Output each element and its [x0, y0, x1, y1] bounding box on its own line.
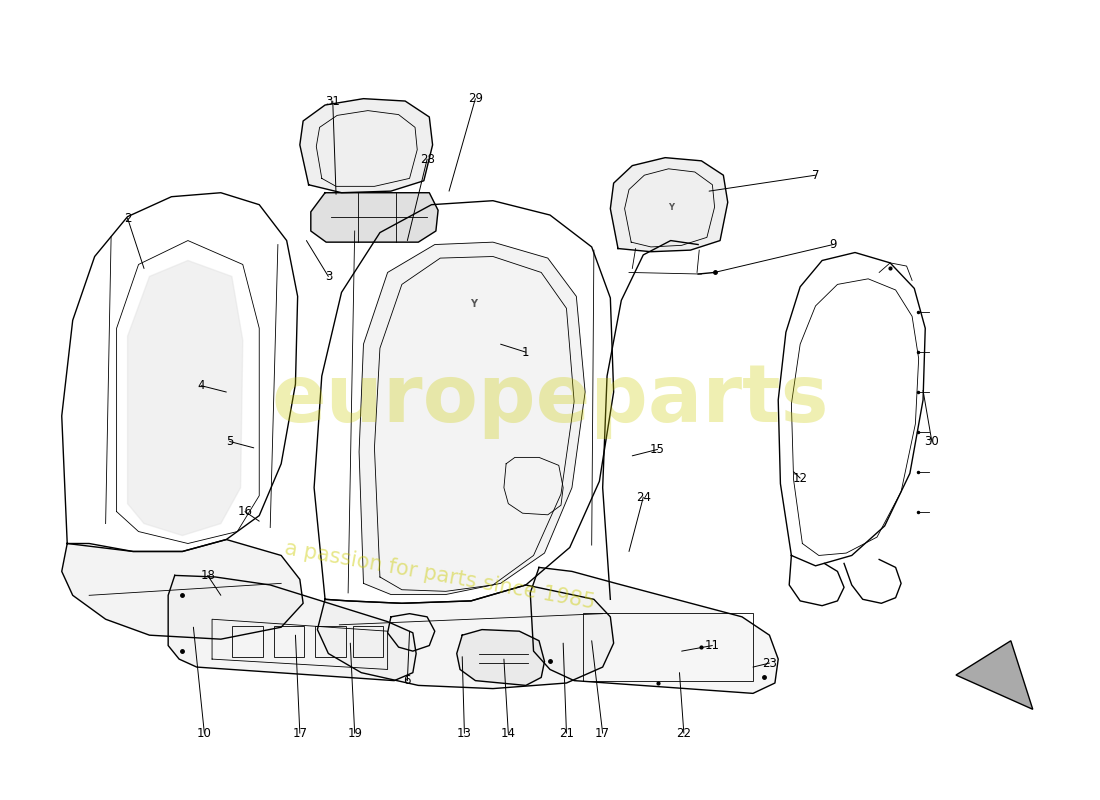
Text: 7: 7: [812, 169, 820, 182]
Text: 29: 29: [468, 92, 483, 105]
Text: 23: 23: [762, 657, 777, 670]
Bar: [583, 613, 754, 681]
Text: 31: 31: [326, 94, 340, 107]
Text: 22: 22: [676, 726, 692, 740]
Bar: [274, 626, 305, 657]
Text: 6: 6: [404, 674, 411, 687]
Text: 17: 17: [293, 726, 307, 740]
Text: 13: 13: [456, 726, 472, 740]
Polygon shape: [456, 630, 544, 686]
Text: Y: Y: [668, 202, 673, 211]
Polygon shape: [311, 193, 438, 242]
Text: 15: 15: [650, 443, 666, 456]
Text: 10: 10: [197, 726, 212, 740]
Polygon shape: [530, 567, 778, 694]
Text: 28: 28: [420, 153, 434, 166]
Text: 21: 21: [559, 726, 574, 740]
Polygon shape: [359, 242, 585, 594]
Text: 1: 1: [522, 346, 529, 358]
Polygon shape: [610, 158, 728, 252]
Bar: [232, 626, 263, 657]
Text: 30: 30: [924, 435, 939, 448]
Bar: [316, 626, 345, 657]
Polygon shape: [168, 575, 416, 681]
Bar: [352, 626, 383, 657]
Polygon shape: [62, 539, 304, 639]
Text: 24: 24: [636, 490, 651, 504]
Polygon shape: [300, 98, 432, 193]
Text: Y: Y: [470, 299, 476, 310]
Text: 4: 4: [197, 379, 205, 392]
Text: 14: 14: [500, 726, 516, 740]
Text: 9: 9: [829, 238, 837, 251]
Polygon shape: [128, 261, 243, 535]
Text: 11: 11: [705, 639, 719, 652]
Text: 17: 17: [595, 726, 610, 740]
Text: 18: 18: [200, 569, 216, 582]
Polygon shape: [318, 585, 614, 689]
Text: 19: 19: [348, 726, 362, 740]
Text: 12: 12: [793, 472, 807, 485]
Text: 5: 5: [226, 435, 233, 448]
Text: europeparts: europeparts: [272, 361, 828, 439]
Text: a passion for parts since 1985: a passion for parts since 1985: [284, 538, 597, 613]
Text: 2: 2: [124, 212, 131, 225]
Text: 3: 3: [324, 270, 332, 283]
Polygon shape: [956, 641, 1033, 710]
Text: 16: 16: [238, 505, 253, 518]
